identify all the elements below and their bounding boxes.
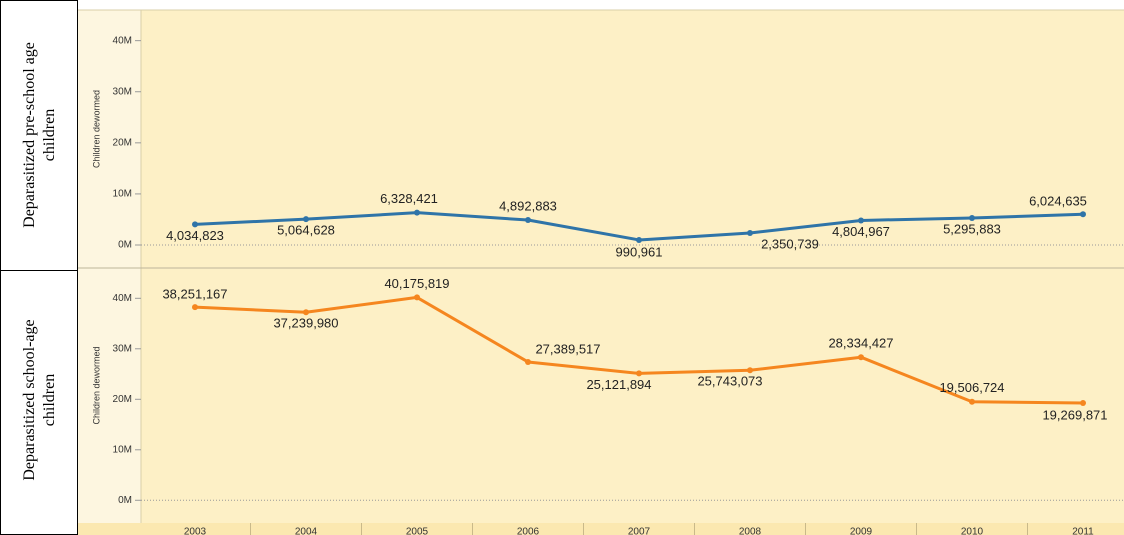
data-label: 19,269,871: [1042, 407, 1107, 422]
panel-label-box: [0, 270, 78, 535]
y-tick-label: 10M: [113, 444, 132, 455]
data-label: 4,034,823: [166, 228, 224, 243]
y-tick-label: 40M: [113, 293, 132, 304]
y-axis-title: Children dewormed: [91, 90, 101, 168]
data-label: 28,334,427: [828, 336, 893, 351]
data-label: 38,251,167: [162, 287, 227, 302]
data-label: 4,804,967: [832, 224, 890, 239]
data-point: [636, 236, 642, 243]
data-label: 5,064,628: [277, 223, 335, 238]
x-tick-label: 2006: [517, 527, 540, 535]
data-point: [303, 309, 309, 316]
data-label: 25,743,073: [697, 374, 762, 389]
x-axis-strip: [78, 523, 1124, 535]
data-label: 990,961: [616, 244, 663, 259]
data-point: [303, 216, 309, 223]
axis-strip: [78, 10, 141, 535]
x-tick-label: 2010: [961, 527, 984, 535]
data-point: [192, 221, 198, 228]
data-point: [747, 367, 753, 374]
data-point: [747, 230, 753, 237]
plot-background: [78, 10, 1124, 535]
panel-label-line: children: [41, 109, 58, 161]
x-tick-label: 2003: [184, 527, 207, 535]
panel-label-line: Deparasitized school-age: [21, 319, 38, 480]
data-point: [414, 294, 420, 301]
data-label: 2,350,739: [761, 236, 819, 251]
x-tick-label: 2011: [1072, 527, 1094, 535]
data-point: [636, 370, 642, 377]
data-point: [969, 214, 975, 221]
x-tick-label: 2005: [406, 527, 429, 535]
data-point: [414, 209, 420, 216]
y-tick-label: 30M: [113, 343, 132, 354]
y-tick-label: 20M: [113, 394, 132, 405]
data-point: [858, 354, 864, 361]
data-label: 6,328,421: [380, 191, 438, 206]
data-label: 19,506,724: [939, 380, 1004, 395]
x-tick-label: 2004: [295, 527, 318, 535]
x-tick-label: 2007: [628, 527, 651, 535]
data-point: [1080, 211, 1086, 218]
data-label: 37,239,980: [273, 316, 338, 331]
panel-label: Deparasitized pre-school age children: [21, 42, 58, 228]
y-axis-title: Children dewormed: [91, 346, 101, 424]
data-point: [192, 304, 198, 311]
data-label: 27,389,517: [535, 341, 600, 356]
y-tick-label: 10M: [113, 189, 132, 200]
data-label: 25,121,894: [586, 377, 651, 392]
data-point: [525, 217, 531, 224]
y-tick-label: 30M: [113, 86, 132, 97]
x-tick-label: 2008: [739, 527, 762, 535]
y-tick-label: 20M: [113, 137, 132, 148]
data-point: [858, 217, 864, 224]
y-tick-label: 0M: [118, 495, 132, 506]
panel-label-line: children: [41, 374, 58, 426]
panel-label: Deparasitized school-age children: [21, 319, 58, 480]
data-point: [525, 358, 531, 365]
y-tick-label: 0M: [118, 240, 132, 251]
x-tick-label: 2009: [850, 527, 873, 535]
data-label: 6,024,635: [1029, 194, 1087, 209]
data-point: [1080, 399, 1086, 406]
panel-label-line: Deparasitized pre-school age: [21, 42, 38, 228]
data-label: 40,175,819: [384, 276, 449, 291]
data-label: 4,892,883: [499, 198, 557, 213]
panel-label-box: [0, 0, 78, 271]
data-point: [969, 398, 975, 405]
y-tick-label: 40M: [113, 35, 132, 46]
data-label: 5,295,883: [943, 221, 1001, 236]
